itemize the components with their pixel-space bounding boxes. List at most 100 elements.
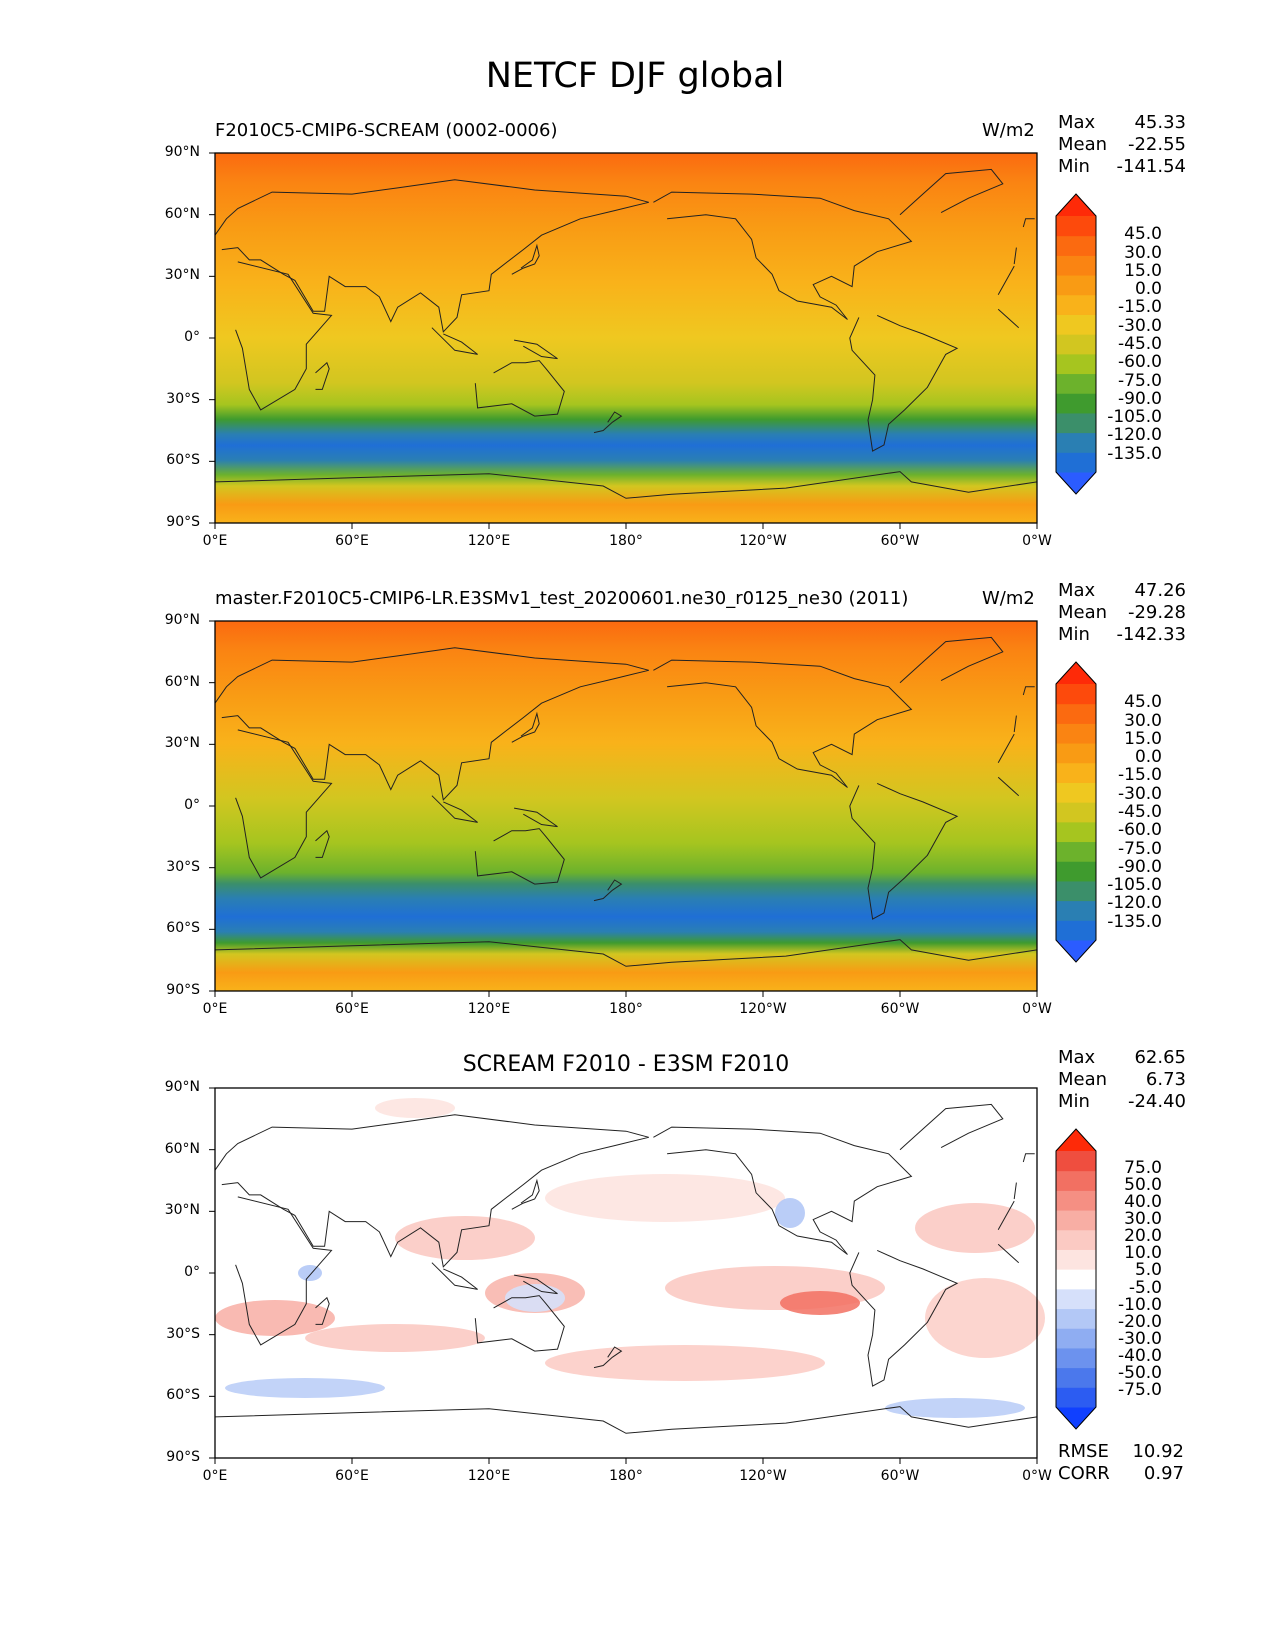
colorbar-tick-label: -20.0 [1118,1311,1162,1332]
lat-tick-label: 60°S [166,920,200,937]
colorbar-tick-label: -60.0 [1118,352,1162,373]
coastline [315,829,330,858]
lon-tick-label: 60°E [335,1468,369,1484]
lat-tick-label: 60°S [166,452,200,469]
coastline [849,314,959,452]
lon-tick-label: 0°E [202,533,228,549]
lat-tick-label: 90°N [164,1079,200,1095]
colorbar-tick-label: -45.0 [1118,802,1162,822]
stat-value: 47.26 [1134,580,1186,601]
lat-tick-label: 90°N [164,144,200,160]
stat-mean: Mean -29.28 [1058,602,1186,624]
colorbar-segment [1056,1249,1096,1270]
lat-tick-label: 90°S [166,514,200,530]
colorbar-segment [1056,373,1096,394]
lon-tick-label: 60°W [880,533,920,549]
colorbar [1055,1128,1097,1430]
stat-label: Min [1058,156,1090,177]
stat-rmse: RMSE 10.92 [1058,1441,1184,1463]
coastline [431,795,478,823]
lat-tick-label: 60°N [164,673,200,690]
coastline [315,361,330,390]
colorbar-segment [1056,314,1096,335]
stat-value: -24.40 [1127,1091,1186,1112]
lat-tick-label: 30°N [164,267,200,284]
colorbar-tick-label: -10.0 [1118,1294,1162,1315]
colorbar-segment [1056,1387,1096,1408]
colorbar-extend-low [1056,940,1096,962]
coastline [474,360,565,417]
colorbar-segment [1056,353,1096,375]
colorbar-segment [1056,684,1096,705]
colorbar-segment [1056,1151,1096,1172]
coastline [431,1262,478,1290]
colorbar-segment [1056,782,1096,803]
colorbar-tick-label: -75.0 [1118,370,1162,391]
lat-tick-label: 90°S [166,982,200,998]
colorbar-segment [1056,900,1096,921]
colorbar-extend-high [1056,1129,1096,1151]
coastline [849,782,959,920]
figure-title: NETCF DJF global [485,56,785,96]
coastline [214,939,1038,967]
coastline [593,411,623,434]
colorbar-tick-label: 40.0 [1124,1192,1162,1213]
colorbar-tick-label: 50.0 [1124,1175,1162,1196]
coastline [315,1296,330,1325]
colorbar-tick-label: 15.0 [1124,260,1162,281]
colorbar-tick-label: -45.0 [1118,334,1162,354]
anomaly-patches [215,1098,1045,1418]
field-fill [215,621,1037,991]
colorbar-outline [1055,1128,1097,1430]
stat-max: Max 62.65 [1058,1047,1186,1069]
stat-value: 6.73 [1145,1069,1186,1090]
coastline [474,828,565,885]
colorbar-tick-label: -135.0 [1107,911,1162,932]
colorbar-tick-label: -120.0 [1107,425,1162,446]
colorbar-tick-label: -75.0 [1118,838,1162,859]
colorbar-segment [1056,334,1096,355]
coastlines [214,636,1038,967]
lon-tick-label: 120°E [467,533,511,549]
colorbar-extend-high [1056,194,1096,216]
colorbar-tick-label: 45.0 [1124,224,1162,245]
lat-tick-label: 60°N [164,205,200,222]
colorbar-tick-label: -15.0 [1118,297,1162,318]
coastline [593,879,623,902]
colorbar-segment [1056,1288,1096,1310]
coastline [849,1249,959,1387]
lon-tick-label: 120°W [739,1001,787,1017]
lon-tick-label: 0°W [1022,533,1052,549]
stat-label: RMSE [1058,1441,1109,1462]
colorbar-segment [1056,920,1096,941]
map-plot [209,1087,1045,1464]
lon-tick-label: 120°W [739,533,787,549]
colorbar-segment [1056,762,1096,783]
colorbar-tick-label: 30.0 [1124,1209,1162,1230]
panel-title: F2010C5-CMIP6-SCREAM (0002-0006) [215,120,558,141]
colorbar-outline [1055,193,1097,495]
colorbar-segment [1056,723,1096,744]
colorbar-segment [1056,1269,1096,1290]
coastline [511,711,540,743]
stat-label: Mean [1058,134,1108,155]
panel-title: SCREAM F2010 - E3SM F2010 [462,1052,790,1077]
stat-label: Max [1058,112,1096,133]
colorbar-segment [1056,1210,1096,1231]
lat-tick-label: 0° [184,797,200,813]
lat-tick-label: 0° [184,1264,200,1280]
panel-difference: SCREAM F2010 - E3SM F2010 Max 62.65 Mean 6… [0,1047,1275,1515]
colorbar-tick-label: -30.0 [1118,315,1162,336]
stat-value: -142.33 [1116,624,1186,645]
stat-value: -29.28 [1127,602,1186,623]
colorbar-segment [1056,412,1096,434]
lon-tick-label: 120°E [467,1001,511,1017]
stat-label: CORR [1058,1463,1110,1484]
stat-max: Max 45.33 [1058,112,1186,134]
lon-tick-label: 120°E [467,1468,511,1484]
colorbar-tick-label: -75.0 [1118,1379,1162,1400]
colorbar-segment [1056,802,1096,823]
colorbar-tick-label: 5.0 [1134,1260,1162,1281]
colorbar-segment [1056,743,1096,764]
lon-tick-label: 0°E [202,1001,228,1017]
